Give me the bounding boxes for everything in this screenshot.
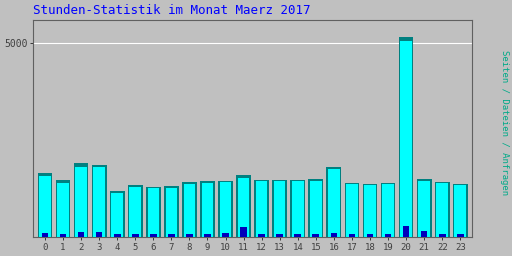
Bar [204, 233, 211, 237]
Bar [418, 181, 430, 237]
Bar [403, 226, 410, 237]
Bar [294, 234, 301, 237]
Bar [453, 184, 467, 237]
Bar [436, 183, 448, 237]
Bar [256, 181, 267, 237]
Bar [165, 188, 177, 237]
Bar [75, 167, 87, 237]
Bar [92, 165, 106, 237]
Bar [417, 179, 432, 237]
Bar [93, 167, 105, 237]
Bar [200, 181, 215, 237]
Bar [74, 164, 89, 237]
Bar [56, 180, 71, 237]
Bar [60, 233, 67, 237]
Bar [380, 183, 395, 237]
Bar [96, 232, 102, 237]
Bar [272, 180, 287, 237]
Bar [37, 173, 52, 237]
Bar [259, 234, 265, 237]
Bar [147, 188, 159, 237]
Bar [114, 234, 120, 237]
Bar [327, 167, 342, 237]
Bar [184, 184, 195, 237]
Bar [130, 187, 141, 237]
Bar [331, 233, 337, 237]
Bar [421, 231, 428, 237]
Bar [312, 234, 319, 237]
Bar [290, 180, 305, 237]
Bar [186, 234, 193, 237]
Bar [457, 234, 463, 237]
Bar [274, 181, 286, 237]
Bar [128, 185, 143, 237]
Bar [39, 176, 51, 237]
Bar [346, 184, 358, 237]
Bar [399, 37, 414, 237]
Bar [439, 234, 445, 237]
Bar [367, 234, 373, 237]
Bar [435, 182, 450, 237]
Bar [220, 182, 231, 237]
Bar [349, 234, 355, 237]
Bar [385, 234, 391, 237]
Bar [57, 183, 69, 237]
Bar [310, 180, 322, 237]
Bar [110, 191, 124, 237]
Bar [168, 234, 175, 237]
Text: Seiten / Dateien / Anfragen: Seiten / Dateien / Anfragen [500, 50, 509, 195]
Bar [164, 186, 179, 237]
Bar [78, 232, 84, 237]
Bar [236, 175, 251, 237]
Bar [202, 183, 213, 237]
Bar [132, 234, 139, 237]
Bar [254, 180, 269, 237]
Bar [146, 187, 161, 237]
Text: Stunden-Statistik im Monat Maerz 2017: Stunden-Statistik im Monat Maerz 2017 [33, 4, 311, 17]
Bar [150, 234, 157, 237]
Bar [112, 193, 123, 237]
Bar [400, 41, 412, 237]
Bar [345, 183, 359, 237]
Bar [382, 184, 394, 237]
Bar [328, 168, 339, 237]
Bar [218, 181, 233, 237]
Bar [238, 178, 249, 237]
Bar [364, 185, 376, 237]
Bar [292, 181, 304, 237]
Bar [240, 227, 247, 237]
Bar [222, 233, 229, 237]
Bar [308, 179, 323, 237]
Bar [41, 233, 48, 237]
Bar [455, 185, 466, 237]
Bar [182, 182, 197, 237]
Bar [362, 184, 377, 237]
Bar [276, 234, 283, 237]
